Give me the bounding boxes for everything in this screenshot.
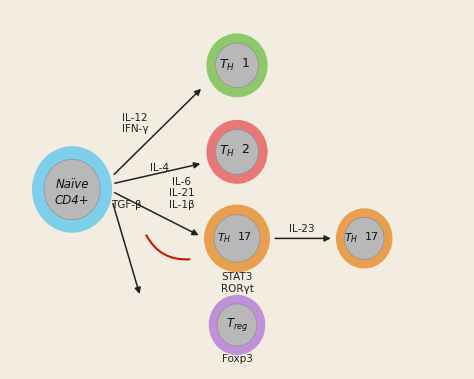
Ellipse shape [204, 205, 270, 272]
Text: 17: 17 [238, 232, 252, 241]
Ellipse shape [209, 295, 265, 355]
Ellipse shape [216, 43, 258, 88]
Text: IL-6
IL-21
IL-1β: IL-6 IL-21 IL-1β [169, 177, 194, 210]
Text: $\mathit{T_H}$: $\mathit{T_H}$ [217, 232, 231, 245]
Text: $\mathit{T_H}$: $\mathit{T_H}$ [219, 144, 235, 160]
Ellipse shape [216, 130, 258, 174]
Text: $\mathit{T_H}$: $\mathit{T_H}$ [219, 58, 235, 73]
Ellipse shape [206, 120, 268, 184]
Text: 17: 17 [365, 232, 379, 241]
FancyArrowPatch shape [146, 235, 190, 260]
Ellipse shape [32, 146, 112, 233]
Text: 2: 2 [241, 144, 249, 157]
Ellipse shape [217, 304, 257, 346]
Text: IL-12
IFN-γ: IL-12 IFN-γ [121, 113, 148, 135]
Text: $\mathit{T_H}$: $\mathit{T_H}$ [344, 232, 358, 245]
Ellipse shape [214, 215, 260, 262]
Text: CD4+: CD4+ [55, 194, 90, 207]
Text: TGF-β: TGF-β [111, 200, 141, 210]
Text: Naïve: Naïve [55, 179, 89, 191]
Text: Foxp3: Foxp3 [221, 354, 253, 364]
Text: STAT3
RORγt: STAT3 RORγt [220, 272, 254, 294]
Text: IL-4: IL-4 [150, 163, 169, 173]
Text: $\mathit{T_{reg}}$: $\mathit{T_{reg}}$ [226, 316, 248, 334]
Text: 1: 1 [241, 57, 249, 70]
Ellipse shape [336, 208, 392, 268]
Ellipse shape [44, 159, 100, 220]
Ellipse shape [206, 33, 268, 97]
Text: IL-23: IL-23 [289, 224, 315, 234]
Ellipse shape [345, 217, 384, 260]
